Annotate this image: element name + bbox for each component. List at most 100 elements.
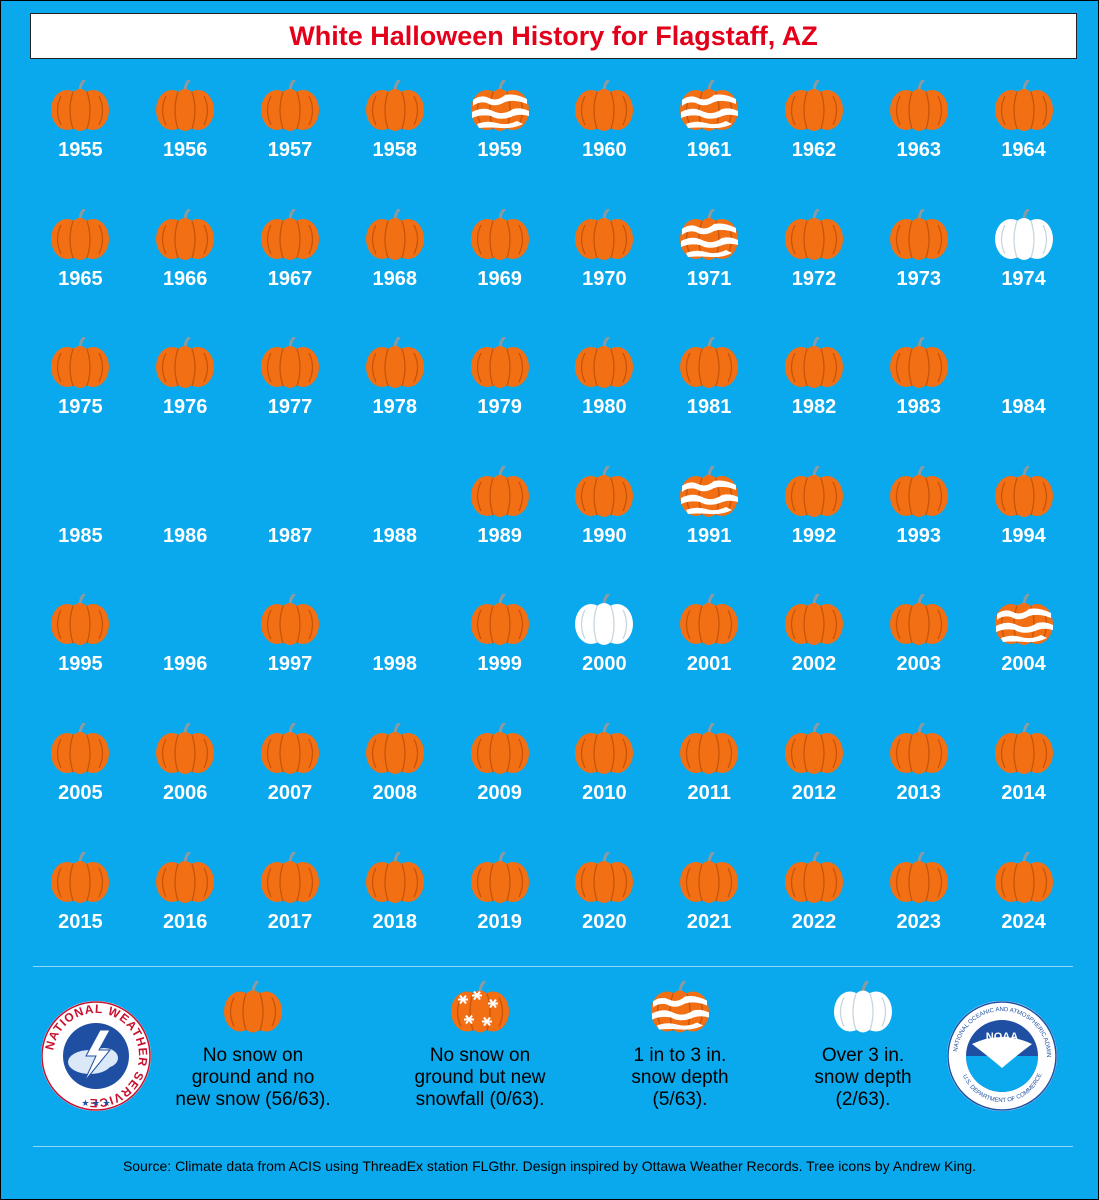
year-cell: 2024	[971, 848, 1076, 977]
year-cell: 1986	[133, 462, 238, 591]
year-cell: 1971	[657, 205, 762, 334]
pumpkin-icon	[156, 337, 215, 389]
year-cell: 1972	[762, 205, 867, 334]
year-label: 2002	[791, 653, 837, 676]
year-cell: 2013	[866, 719, 971, 848]
legend-line: 1 in to 3 in.	[633, 1045, 727, 1066]
pumpkin-icon	[470, 851, 529, 903]
pumpkin-icon	[680, 80, 739, 131]
pumpkin-icon	[784, 722, 843, 774]
nws-logo: NATIONAL WEATHER SERVICE ★ ★ ★	[41, 1001, 151, 1111]
legend-line: ground and no	[191, 1067, 315, 1088]
year-label: 1981	[686, 396, 732, 419]
pumpkin-icon	[994, 851, 1053, 903]
pumpkin-icon	[889, 208, 948, 260]
legend-item: Over 3 in. snow depth (2/63).	[768, 980, 958, 1111]
year-label: 1969	[477, 267, 522, 290]
pumpkin-icon	[889, 337, 948, 389]
year-label: 1994	[1001, 524, 1046, 547]
year-label: 2007	[267, 781, 313, 804]
year-label: 1959	[477, 139, 522, 161]
pumpkin-icon	[994, 208, 1053, 260]
year-cell: 1982	[762, 333, 867, 462]
pumpkin-icon	[470, 208, 529, 260]
pumpkin-icon	[994, 594, 1053, 646]
year-label: 1960	[582, 139, 627, 161]
year-label: 2020	[582, 910, 627, 933]
year-label: 2006	[162, 781, 208, 804]
pumpkin-icon	[784, 465, 843, 517]
pumpkin-icon	[470, 594, 529, 646]
pumpkin-icon	[575, 465, 634, 517]
pumpkin-icon	[365, 851, 424, 903]
pumpkin-icon	[994, 722, 1053, 774]
year-cell: 1993	[866, 462, 971, 591]
year-label: 1957	[267, 139, 313, 161]
year-cell: 1968	[342, 205, 447, 334]
pumpkin-icon	[680, 337, 739, 389]
year-cell: 1969	[447, 205, 552, 334]
pumpkin-icon	[365, 208, 424, 260]
pumpkin-icon	[994, 465, 1053, 517]
year-cell: 2017	[238, 848, 343, 977]
year-label: 1967	[267, 267, 313, 290]
year-cell: 1988	[342, 462, 447, 591]
pumpkin-icon	[784, 80, 843, 131]
year-label: 1976	[162, 396, 208, 419]
pumpkin-icon	[575, 722, 634, 774]
year-cell: 1987	[238, 462, 343, 591]
year-cell: 1989	[447, 462, 552, 591]
pumpkin-icon	[365, 80, 424, 131]
year-label: 2017	[267, 910, 313, 933]
pumpkin-icon	[784, 208, 843, 260]
year-cell: 2000	[552, 590, 657, 719]
year-grid: 1955 1956 1957 1958 1959 1960 1961 1962 1963 1964…	[28, 76, 1076, 976]
year-label: 2021	[686, 910, 732, 933]
pumpkin-icon	[260, 594, 319, 646]
year-cell: 1980	[552, 333, 657, 462]
pumpkin-icon	[51, 722, 110, 774]
year-label: 2005	[58, 781, 103, 804]
legend-text: Over 3 in. snow depth (2/63).	[768, 1045, 958, 1111]
year-label: 1964	[1001, 139, 1046, 161]
year-cell: 1997	[238, 590, 343, 719]
year-cell: 1979	[447, 333, 552, 462]
legend-line: (5/63).	[652, 1089, 708, 1110]
year-label: 1978	[372, 396, 418, 419]
year-label: 1966	[162, 267, 208, 290]
year-cell: 2021	[657, 848, 762, 977]
year-label: 1992	[791, 524, 837, 547]
year-label: 1984	[1001, 396, 1046, 419]
year-label: 1987	[267, 524, 313, 547]
pumpkin-icon	[470, 80, 529, 131]
pumpkin-icon	[575, 851, 634, 903]
legend-pumpkin-icon	[834, 980, 892, 1033]
year-cell: 1999	[447, 590, 552, 719]
legend-line: Over 3 in.	[821, 1045, 905, 1066]
year-label: 1971	[686, 267, 732, 290]
pumpkin-icon	[156, 80, 215, 131]
year-label: 2011	[687, 781, 731, 804]
year-label: 2004	[1001, 653, 1046, 676]
year-label: 1990	[582, 524, 627, 547]
year-label: 1980	[582, 396, 627, 419]
year-label: 2010	[582, 781, 627, 804]
pumpkin-icon	[51, 851, 110, 903]
year-cell: 1994	[971, 462, 1076, 591]
legend-item: 1 in to 3 in. snow depth (5/63).	[585, 980, 775, 1111]
pumpkin-icon	[156, 208, 215, 260]
year-cell: 1992	[762, 462, 867, 591]
year-cell: 2016	[133, 848, 238, 977]
year-cell: 1958	[342, 76, 447, 205]
year-cell: 1973	[866, 205, 971, 334]
pumpkin-icon	[994, 80, 1053, 131]
year-cell: 1975	[28, 333, 133, 462]
pumpkin-icon	[260, 337, 319, 389]
svg-text:NOAA: NOAA	[986, 1031, 1018, 1043]
year-label: 1955	[58, 139, 103, 161]
year-label: 1956	[162, 139, 208, 161]
pumpkin-icon	[51, 594, 110, 646]
year-cell: 2020	[552, 848, 657, 977]
pumpkin-icon	[680, 851, 739, 903]
year-label: 1993	[896, 524, 942, 547]
